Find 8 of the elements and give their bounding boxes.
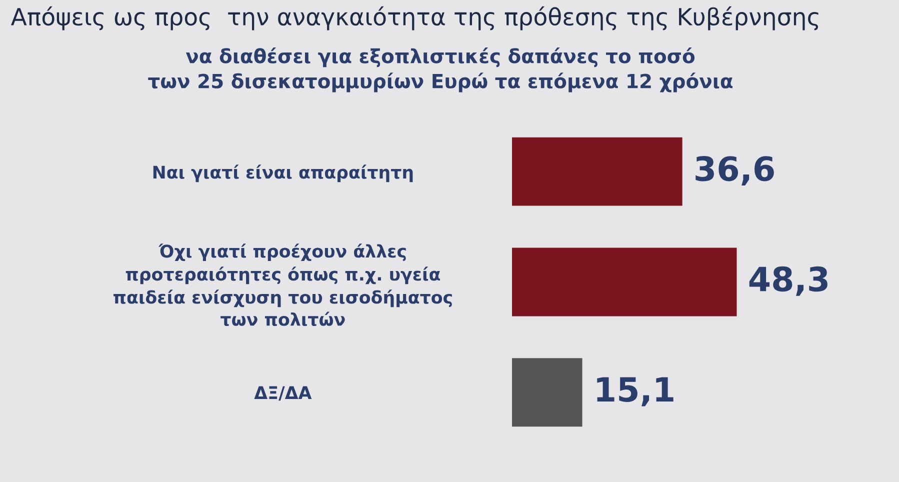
data-label: 48,3 — [749, 266, 828, 296]
data-label: 15,1 — [597, 377, 674, 406]
data-label: 36,6 — [696, 156, 774, 186]
chart-title: Απόψεις ως προς την αναγκαιότητα της πρόθεσης της Κυβέρνησης — [10, 6, 818, 30]
y-tick-label: Όχι γιατί προέχουν άλλες προτεραιότητες όπως π.χ. υγεία παιδεία ενίσχυση του εισοδήματος των πολιτών — [114, 244, 452, 326]
y-tick-label: ΔΞ/ΔΑ — [254, 386, 312, 401]
chart-subtitle: να διαθέσει για εξοπλιστικές δαπάνες το ποσό των 25 δισεκατομμυρίων Ευρώ τα επόμενα 12 χρόνια — [148, 48, 732, 92]
y-tick-label: Ναι γιατί είναι απαραίτητη — [153, 164, 413, 182]
